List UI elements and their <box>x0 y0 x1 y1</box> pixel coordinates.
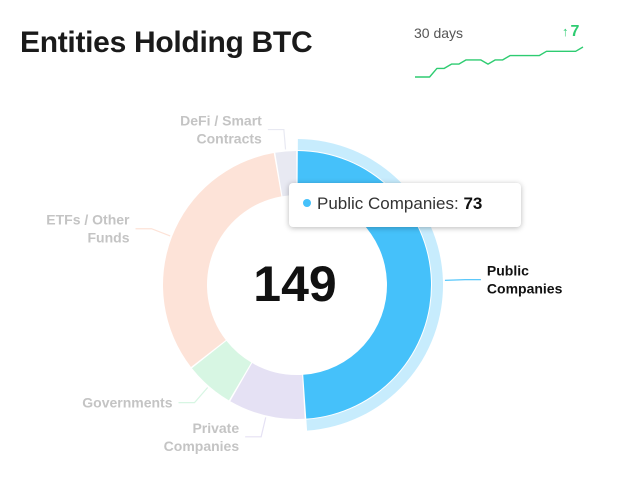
slice-label-line: Companies <box>164 438 240 454</box>
leader-line-defi-smart-contracts <box>267 128 287 150</box>
tooltip-label: Public Companies <box>317 194 455 213</box>
leader-line-etfs-other-funds <box>135 228 171 237</box>
donut-slice-private-companies[interactable] <box>230 363 305 419</box>
slice-label-private-companies: Private Companies <box>164 420 240 454</box>
slice-label-defi-smart-contracts: DeFi / Smart Contracts <box>180 113 262 147</box>
sparkline-series <box>415 46 584 78</box>
slice-label-line: DeFi / Smart <box>180 113 262 129</box>
slice-label-governments: Governments <box>82 395 172 411</box>
leader-line-private-companies <box>245 417 267 438</box>
slice-label-line: ETFs / Other <box>46 212 130 228</box>
donut-slice-governments[interactable] <box>191 340 252 401</box>
slice-label-line: Governments <box>82 395 172 411</box>
chart-tooltip: Public Companies: 73 <box>289 183 521 227</box>
card-title: Entities Holding BTC <box>20 26 313 59</box>
donut-slice-etfs-other-funds[interactable] <box>162 153 282 367</box>
leader-line-governments <box>178 387 209 404</box>
slice-label-line: Contracts <box>196 131 262 147</box>
tooltip-separator: : <box>454 194 464 213</box>
sparkline-period-label: 30 days <box>414 25 464 41</box>
slice-label-line: Private <box>192 420 239 436</box>
slice-label-line: Public <box>487 263 529 279</box>
slice-label-etfs-other-funds: ETFs / Other Funds <box>46 212 130 246</box>
slice-label-line: Funds <box>87 230 129 246</box>
sparkline-change-value: 7 <box>570 23 580 40</box>
tooltip-color-dot <box>303 198 311 207</box>
donut-center-total: 149 <box>253 256 337 312</box>
arrow-up-icon: ↑ <box>562 24 569 39</box>
slice-label-line: Companies <box>487 281 563 297</box>
slice-label-public-companies: Public Companies <box>487 263 563 297</box>
leader-line-public-companies <box>444 279 481 281</box>
sparkline-chart <box>415 46 584 78</box>
tooltip-value: 73 <box>463 194 483 213</box>
sparkline-change: ↑ 7 <box>562 23 579 41</box>
